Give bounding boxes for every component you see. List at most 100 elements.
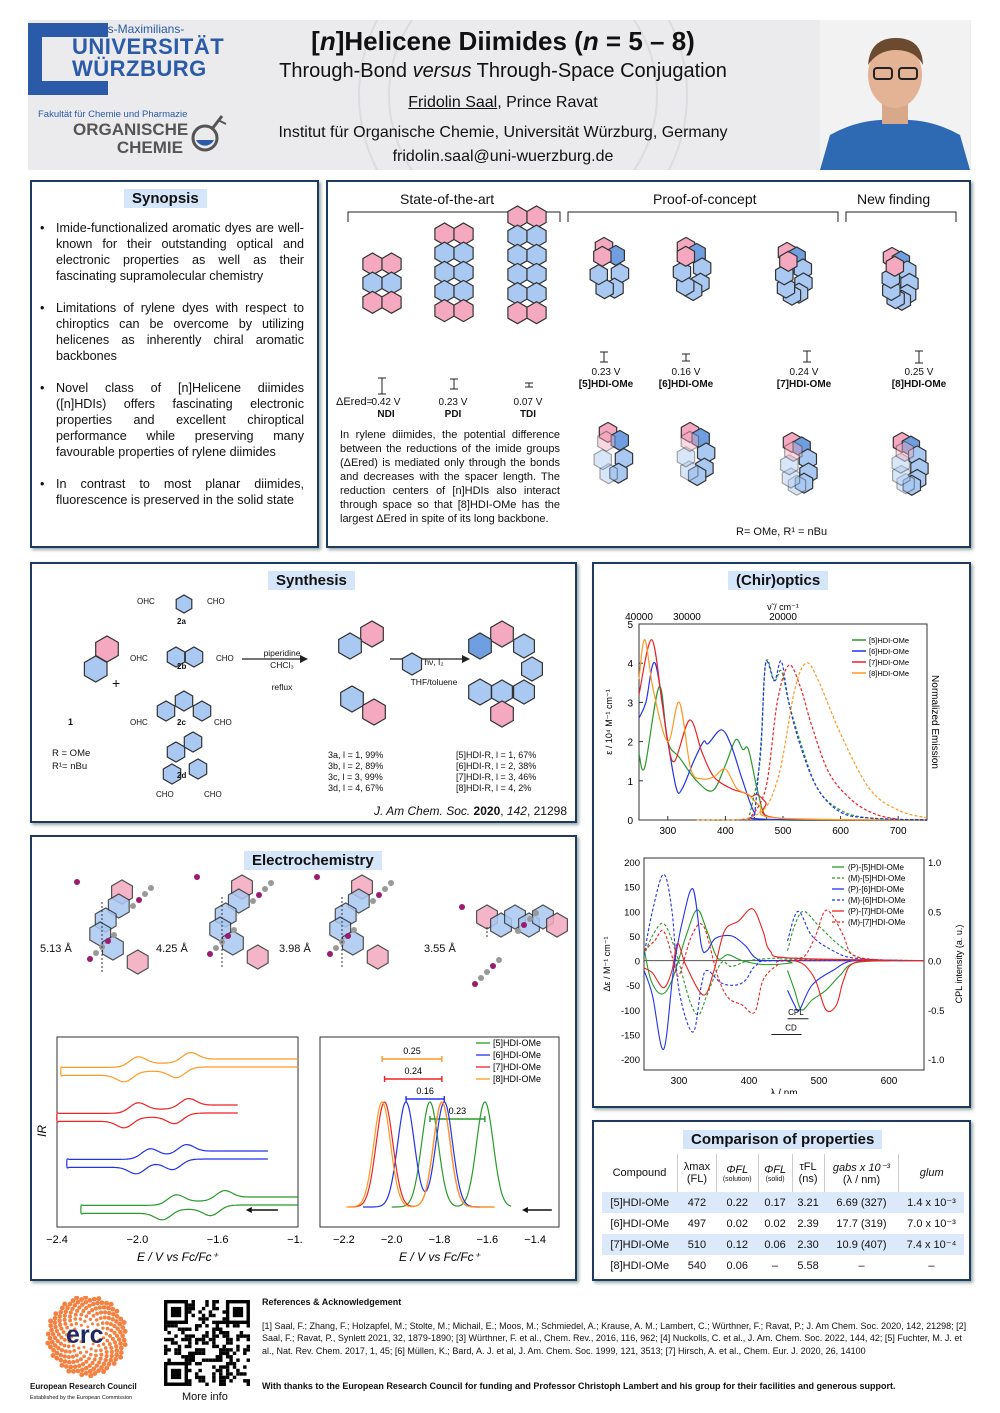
table-cell: 0.02 <box>764 1217 786 1230</box>
y-tick-label: -150 <box>621 1031 640 1042</box>
qr-module <box>184 1344 189 1349</box>
qr-module <box>184 1355 189 1359</box>
erc-dot <box>99 1331 103 1335</box>
aromatic-ring <box>593 448 612 471</box>
qr-finder <box>164 1300 189 1325</box>
qr-module <box>243 1372 247 1376</box>
qr-module <box>215 1334 220 1338</box>
qr-module <box>225 1365 230 1369</box>
aromatic-ring <box>360 620 384 648</box>
erc-dot <box>69 1322 74 1327</box>
atom <box>376 892 382 898</box>
table-cell: 0.06 <box>758 1234 793 1255</box>
heading-state-of-the-art: State-of-the-art <box>400 191 495 207</box>
group-label: CHO <box>204 790 222 799</box>
x-tick-label: −2.0 <box>126 1234 148 1246</box>
erc-dot <box>60 1305 65 1311</box>
erc-dot <box>118 1354 124 1360</box>
aromatic-ring <box>340 685 364 713</box>
legend-label: [8]HDI-OMe <box>869 669 909 678</box>
qr-module <box>170 1341 175 1345</box>
aromatic-ring <box>401 652 423 676</box>
erc-dot <box>96 1368 101 1374</box>
erc-dot <box>110 1312 116 1317</box>
qr-module <box>194 1324 199 1328</box>
qr-module <box>212 1327 216 1331</box>
qr-module <box>243 1348 247 1352</box>
series-line-emission <box>696 662 928 821</box>
erc-dot <box>95 1300 100 1306</box>
cd-series-line <box>643 909 925 995</box>
y-tick-label: 150 <box>624 883 640 894</box>
erc-dot <box>68 1318 73 1323</box>
table-cell: – <box>772 1259 779 1272</box>
erc-dot <box>91 1296 97 1302</box>
column-header: glum <box>919 1167 944 1179</box>
erc-dot <box>62 1313 67 1318</box>
qr-code[interactable] <box>164 1300 250 1386</box>
erc-dot <box>83 1299 89 1305</box>
erc-dot <box>74 1353 79 1358</box>
erc-dot <box>97 1305 103 1310</box>
atom <box>194 874 200 880</box>
table-cell: 6.69 (327) <box>824 1192 899 1213</box>
qr-module <box>164 1337 168 1342</box>
qr-module <box>167 1324 171 1328</box>
erc-dot <box>45 1340 51 1346</box>
delta-e-bar <box>600 351 608 363</box>
author: Prince Ravat <box>506 94 598 111</box>
qr-module <box>225 1330 230 1335</box>
qr-module <box>225 1351 230 1356</box>
aromatic-ring <box>593 245 612 267</box>
qr-module <box>225 1341 230 1345</box>
erc-dot <box>109 1345 114 1350</box>
y-tick-label: 1 <box>627 777 633 788</box>
table-cell: – <box>858 1259 865 1272</box>
x-tick-label: −1.6 <box>476 1234 498 1246</box>
structures-diagram <box>347 205 957 496</box>
helicene-value: 0.25 V [8]HDI-OMe <box>891 367 947 390</box>
panel-title: (Chir)optics <box>728 571 829 590</box>
qr-module <box>174 1324 178 1328</box>
email-link[interactable]: fridolin.saal@uni-wuerzburg.de <box>392 148 614 165</box>
atom <box>351 927 357 933</box>
erc-dot <box>91 1313 96 1318</box>
erc-dot <box>104 1353 109 1359</box>
erc-dot <box>118 1316 124 1322</box>
author-photo <box>820 20 970 170</box>
erc-dot <box>91 1342 95 1346</box>
aromatic-ring <box>545 912 569 938</box>
erc-dot <box>109 1328 114 1333</box>
qr-finder-center <box>170 1368 182 1380</box>
erc-dot <box>78 1351 83 1355</box>
qr-module <box>170 1337 175 1342</box>
delta-e-bar <box>429 1116 486 1122</box>
qr-module <box>181 1337 185 1342</box>
atom <box>527 916 533 922</box>
atom <box>268 880 274 886</box>
aromatic-ring <box>780 454 799 476</box>
erc-dot <box>50 1331 56 1337</box>
qr-module <box>246 1334 250 1338</box>
rylene-value: 0.42 V NDI <box>371 397 401 420</box>
qr-module <box>212 1320 216 1325</box>
qr-module <box>198 1310 202 1314</box>
y2-tick-label: -0.5 <box>928 1006 944 1017</box>
qr-module <box>236 1368 240 1373</box>
qr-finder <box>225 1300 250 1325</box>
erc-dot <box>114 1319 119 1324</box>
y-tick-label: -100 <box>621 1006 640 1017</box>
erc-dot <box>101 1336 106 1340</box>
cv-curve <box>60 1051 299 1083</box>
logo-frame <box>28 23 108 95</box>
erc-dot <box>65 1305 70 1311</box>
qr-module <box>177 1348 182 1352</box>
erc-dot <box>72 1349 76 1353</box>
aromatic-ring <box>513 633 535 659</box>
erc-dot <box>92 1357 97 1362</box>
table-cell: 0.12 <box>716 1234 759 1255</box>
aromatic-ring <box>680 460 699 482</box>
atom <box>142 891 148 897</box>
qr-module <box>194 1375 199 1380</box>
erc-dot <box>117 1321 123 1327</box>
